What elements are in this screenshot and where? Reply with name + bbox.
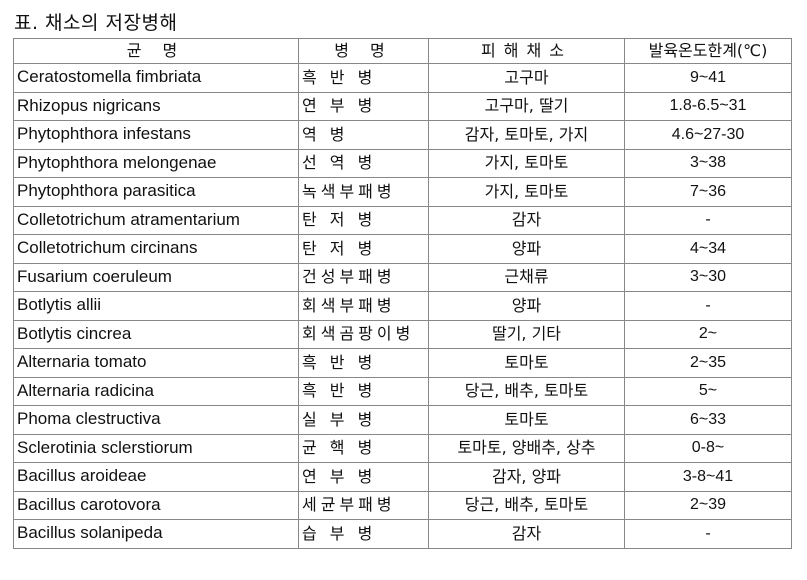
table-row: Ceratostomella fimbriata 흑 반 병 고구마 9~41 (13, 63, 792, 93)
table-row: Phytophthora melongenae 선 역 병 가지, 토마토 3~38 (13, 148, 792, 178)
disease-name-cell: 탄 저 병 (298, 205, 429, 235)
growth-temperature-cell: 1.8-6.5~31 (624, 91, 792, 121)
table-row: Rhizopus nigricans 연 부 병 고구마, 딸기 1.8-6.5~31 (13, 91, 792, 121)
affected-crops-cell: 양파 (428, 291, 625, 321)
affected-crops-cell: 딸기, 기타 (428, 319, 625, 349)
fungus-name-cell: Fusarium coeruleum (13, 262, 299, 292)
table-row: Botlytis cincrea 회색곰팡이병 딸기, 기타 2~ (13, 319, 792, 349)
affected-crops-cell: 감자, 토마토, 가지 (428, 120, 625, 150)
affected-crops-cell: 고구마 (428, 63, 625, 93)
table-row: Phoma clestructiva 실 부 병 토마토 6~33 (13, 405, 792, 435)
affected-crops-cell: 토마토 (428, 348, 625, 378)
table-row: Phytophthora infestans 역 병 감자, 토마토, 가지 4.6~… (13, 120, 792, 150)
disease-name-cell: 흑 반 병 (298, 376, 429, 406)
disease-name-cell: 탄 저 병 (298, 234, 429, 264)
affected-crops-cell: 근채류 (428, 262, 625, 292)
affected-crops-cell: 가지, 토마토 (428, 148, 625, 178)
disease-name-cell: 녹색부패병 (298, 177, 429, 207)
disease-name-cell: 흑 반 병 (298, 348, 429, 378)
table-row: Alternaria tomato 흑 반 병 토마토 2~35 (13, 348, 792, 378)
growth-temperature-cell: 0-8~ (624, 433, 792, 463)
disease-name-cell: 습 부 병 (298, 519, 429, 549)
growth-temperature-cell: 2~ (624, 319, 792, 349)
affected-crops-cell: 고구마, 딸기 (428, 91, 625, 121)
growth-temperature-cell: - (624, 205, 792, 235)
fungus-name-cell: Phytophthora melongenae (13, 148, 299, 178)
disease-name-cell: 실 부 병 (298, 405, 429, 435)
affected-crops-cell: 양파 (428, 234, 625, 264)
growth-temperature-cell: 4.6~27-30 (624, 120, 792, 150)
disease-name-cell: 회색부패병 (298, 291, 429, 321)
fungus-name-cell: Rhizopus nigricans (13, 91, 299, 121)
table-caption: 표. 채소의 저장병해 (14, 12, 178, 34)
affected-crops-cell: 감자 (428, 519, 625, 549)
affected-crops-cell: 토마토 (428, 405, 625, 435)
header-row: 균 명 병 명 피해채소 발육온도한계(℃) (13, 38, 792, 64)
header-growth-temperature: 발육온도한계(℃) (624, 38, 792, 64)
growth-temperature-cell: 9~41 (624, 63, 792, 93)
fungus-name-cell: Alternaria tomato (13, 348, 299, 378)
fungus-name-cell: Bacillus carotovora (13, 490, 299, 520)
growth-temperature-cell: 5~ (624, 376, 792, 406)
growth-temperature-cell: 2~35 (624, 348, 792, 378)
growth-temperature-cell: 2~39 (624, 490, 792, 520)
header-fungus-name: 균 명 (13, 38, 299, 64)
header-affected-crops: 피해채소 (428, 38, 625, 64)
table-row: Phytophthora parasitica 녹색부패병 가지, 토마토 7~36 (13, 177, 792, 207)
affected-crops-cell: 당근, 배추, 토마토 (428, 490, 625, 520)
fungus-name-cell: Colletotrichum atramentarium (13, 205, 299, 235)
table-row: Bacillus solanipeda 습 부 병 감자 - (13, 519, 792, 549)
growth-temperature-cell: - (624, 291, 792, 321)
table-row: Colletotrichum circinans 탄 저 병 양파 4~34 (13, 234, 792, 264)
table-row: Alternaria radicina 흑 반 병 당근, 배추, 토마토 5~ (13, 376, 792, 406)
table-row: Fusarium coeruleum 건성부패병 근채류 3~30 (13, 262, 792, 292)
fungus-name-cell: Phytophthora infestans (13, 120, 299, 150)
fungus-name-cell: Bacillus aroideae (13, 462, 299, 492)
disease-name-cell: 선 역 병 (298, 148, 429, 178)
growth-temperature-cell: 3~30 (624, 262, 792, 292)
growth-temperature-cell: 7~36 (624, 177, 792, 207)
growth-temperature-cell: 4~34 (624, 234, 792, 264)
table-row: Bacillus carotovora 세균부패병 당근, 배추, 토마토 2~39 (13, 490, 792, 520)
fungus-name-cell: Botlytis cincrea (13, 319, 299, 349)
table-row: Bacillus aroideae 연 부 병 감자, 양파 3-8~41 (13, 462, 792, 492)
affected-crops-cell: 가지, 토마토 (428, 177, 625, 207)
disease-name-cell: 연 부 병 (298, 462, 429, 492)
fungus-name-cell: Bacillus solanipeda (13, 519, 299, 549)
fungus-name-cell: Phytophthora parasitica (13, 177, 299, 207)
disease-name-cell: 세균부패병 (298, 490, 429, 520)
growth-temperature-cell: 6~33 (624, 405, 792, 435)
storage-disease-table: 균 명 병 명 피해채소 발육온도한계(℃) Ceratostomella fi… (13, 38, 792, 549)
table-row: Sclerotinia sclerstiorum 균 핵 병 토마토, 양배추, 상… (13, 433, 792, 463)
fungus-name-cell: Sclerotinia sclerstiorum (13, 433, 299, 463)
header-disease-name: 병 명 (298, 38, 429, 64)
affected-crops-cell: 감자 (428, 205, 625, 235)
affected-crops-cell: 토마토, 양배추, 상추 (428, 433, 625, 463)
affected-crops-cell: 당근, 배추, 토마토 (428, 376, 625, 406)
growth-temperature-cell: 3-8~41 (624, 462, 792, 492)
table-body: Ceratostomella fimbriata 흑 반 병 고구마 9~41 Rhiz… (13, 63, 792, 549)
growth-temperature-cell: 3~38 (624, 148, 792, 178)
disease-name-cell: 흑 반 병 (298, 63, 429, 93)
table-row: Colletotrichum atramentarium 탄 저 병 감자 - (13, 205, 792, 235)
disease-name-cell: 연 부 병 (298, 91, 429, 121)
disease-name-cell: 균 핵 병 (298, 433, 429, 463)
fungus-name-cell: Phoma clestructiva (13, 405, 299, 435)
affected-crops-cell: 감자, 양파 (428, 462, 625, 492)
fungus-name-cell: Botlytis allii (13, 291, 299, 321)
growth-temperature-cell: - (624, 519, 792, 549)
fungus-name-cell: Alternaria radicina (13, 376, 299, 406)
disease-name-cell: 역 병 (298, 120, 429, 150)
table-row: Botlytis allii 회색부패병 양파 - (13, 291, 792, 321)
fungus-name-cell: Ceratostomella fimbriata (13, 63, 299, 93)
disease-name-cell: 건성부패병 (298, 262, 429, 292)
fungus-name-cell: Colletotrichum circinans (13, 234, 299, 264)
disease-name-cell: 회색곰팡이병 (298, 319, 429, 349)
